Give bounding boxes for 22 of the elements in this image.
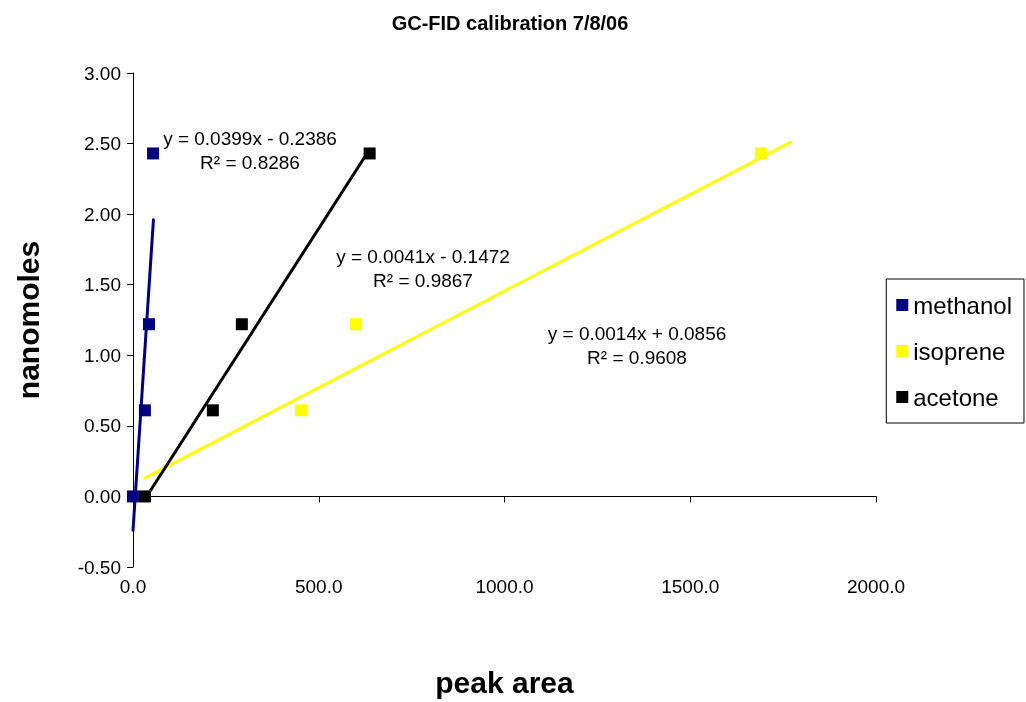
annotation: y = 0.0041x - 0.1472 R² = 0.9867: [336, 245, 510, 291]
x-tick-label: 500.0: [294, 576, 343, 597]
x-axis-title: peak area: [435, 665, 575, 699]
y-tick-label: 1.00: [84, 344, 121, 366]
y-tick-label: 0.00: [84, 485, 121, 507]
legend-label: isoprene: [913, 337, 1006, 365]
y-tick-label: 2.50: [84, 133, 121, 155]
y-tick-label: 2.00: [84, 203, 121, 225]
y-tick-label: 3.00: [84, 62, 121, 84]
x-tick-label: 1500.0: [661, 576, 720, 597]
annotation: y = 0.0399x - 0.2386 R² = 0.8286: [163, 127, 337, 173]
chart-title: GC-FID calibration 7/8/06: [391, 12, 629, 34]
y-tick-label: 0.50: [84, 415, 121, 437]
x-tick-label: 0.0: [119, 576, 147, 597]
annotation: y = 0.0014x + 0.0856 R² = 0.9608: [547, 322, 727, 368]
y-tick-label: -0.50: [77, 556, 121, 578]
y-tick-label: 1.50: [84, 274, 121, 296]
x-tick-label: 1000.0: [475, 576, 534, 597]
legend-label: acetone: [913, 383, 999, 411]
y-axis-title: nanomoles: [11, 240, 45, 400]
x-tick-label: 2000.0: [846, 576, 906, 597]
legend-label: methanol: [913, 291, 1012, 319]
